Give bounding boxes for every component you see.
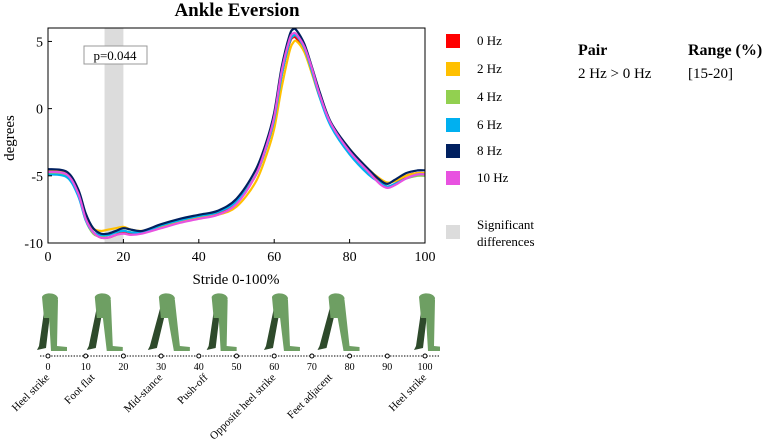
gait-axis-tick bbox=[120, 353, 126, 359]
gait-axis-tick bbox=[196, 353, 202, 359]
gait-axis-tick-label: 40 bbox=[194, 362, 204, 373]
front-leg bbox=[334, 300, 360, 351]
front-leg bbox=[425, 300, 440, 351]
x-tick-label: 80 bbox=[343, 250, 357, 265]
legend-label: 2 Hz bbox=[477, 61, 502, 76]
gait-event-label: Feet adjacent bbox=[285, 372, 335, 422]
legend-label: 10 Hz bbox=[477, 170, 509, 185]
y-tick-label: -5 bbox=[31, 170, 43, 185]
gait-figures bbox=[37, 293, 440, 351]
y-axis-label: degrees bbox=[2, 115, 18, 161]
legend-swatch bbox=[446, 144, 460, 158]
gait-event-label: Opposite heel strike bbox=[208, 372, 279, 439]
table-cell-range: [15-20] bbox=[688, 66, 733, 82]
gait-axis-tick-label: 70 bbox=[307, 362, 317, 373]
gait-axis-tick-label: 10 bbox=[81, 362, 91, 373]
p-value-text: p=0.044 bbox=[93, 48, 137, 63]
gait-event-label: Foot flat bbox=[62, 372, 97, 407]
gait-axis-tick bbox=[45, 353, 51, 359]
walking-figure-icon bbox=[263, 293, 300, 351]
gait-axis-tick bbox=[309, 353, 315, 359]
x-axis: 0 20 40 60 80 100 bbox=[45, 239, 436, 265]
legend-swatch-significance bbox=[446, 225, 460, 239]
gait-axis-tick-label: 80 bbox=[345, 362, 355, 373]
walking-figure-icon bbox=[414, 293, 440, 351]
gait-axis-tick-label: 0 bbox=[46, 362, 51, 373]
legend-label: 6 Hz bbox=[477, 117, 502, 132]
ankle-eversion-chart: 50-5-10 0 20 40 60 80 100 Ankle Eversion degr… bbox=[2, 0, 440, 439]
series-lines bbox=[47, 27, 426, 240]
x-tick-label: 100 bbox=[415, 250, 436, 265]
x-tick-label: 20 bbox=[116, 250, 130, 265]
significance-band bbox=[104, 28, 124, 243]
legend-label: 8 Hz bbox=[477, 143, 502, 158]
gait-event-label: Heel strike bbox=[10, 372, 52, 414]
gait-axis-tick bbox=[158, 353, 164, 359]
walking-figure-icon bbox=[37, 293, 67, 351]
walking-figure-icon bbox=[206, 293, 237, 351]
table-header-pair: Pair bbox=[578, 42, 608, 59]
legend-swatch bbox=[446, 171, 460, 185]
front-leg bbox=[164, 300, 190, 351]
gait-event-label: Mid-stance bbox=[122, 372, 166, 416]
gait-event-label: Push-off bbox=[175, 371, 210, 406]
legend-swatch bbox=[446, 90, 460, 104]
gait-axis-tick-label: 90 bbox=[382, 362, 392, 373]
y-tick-label: 5 bbox=[36, 35, 43, 50]
gait-axis-tick bbox=[347, 353, 353, 359]
legend-swatch bbox=[446, 34, 460, 48]
gait-axis-tick-label: 50 bbox=[232, 362, 242, 373]
x-tick-label: 0 bbox=[45, 250, 52, 265]
legend-label: 4 Hz bbox=[477, 89, 502, 104]
series-line bbox=[47, 27, 426, 236]
gait-axis-tick bbox=[234, 353, 239, 359]
legend-label-significance: Significant differences bbox=[477, 217, 535, 249]
gait-axis-tick-label: 30 bbox=[156, 362, 166, 373]
legend-swatch bbox=[446, 118, 460, 132]
gait-axis-tick bbox=[384, 353, 390, 359]
table-header-range: Range (%) bbox=[688, 42, 763, 59]
walking-figure-icon bbox=[147, 293, 190, 351]
gait-axis-tick-label: 100 bbox=[418, 362, 433, 373]
legend-swatch bbox=[446, 62, 460, 76]
walking-figure-icon bbox=[86, 293, 123, 351]
y-tick-label: -10 bbox=[24, 237, 43, 252]
legend-label: 0 Hz bbox=[477, 33, 502, 48]
table-cell-pair: 2 Hz > 0 Hz bbox=[578, 66, 652, 82]
gait-axis-tick bbox=[271, 353, 277, 359]
walking-figure-icon bbox=[317, 293, 360, 351]
front-leg bbox=[48, 300, 67, 351]
x-tick-label: 40 bbox=[192, 250, 206, 265]
gait-event-label: Heel strike bbox=[387, 372, 429, 414]
gait-axis-tick-label: 60 bbox=[269, 362, 279, 373]
plot-frame bbox=[47, 27, 426, 244]
front-leg bbox=[277, 300, 300, 351]
x-tick-label: 60 bbox=[267, 250, 281, 265]
y-tick-label: 0 bbox=[36, 103, 43, 118]
gait-axis-tick bbox=[422, 353, 428, 359]
x-axis-label: Stride 0-100% bbox=[192, 272, 279, 288]
gait-axis-tick-label: 20 bbox=[118, 362, 128, 373]
series-line bbox=[47, 31, 426, 240]
front-leg bbox=[217, 300, 237, 351]
y-axis: 5 0 -5 -10 bbox=[24, 35, 52, 252]
chart-title: Ankle Eversion bbox=[174, 0, 300, 21]
p-value-annotation: p=0.044 bbox=[83, 45, 148, 65]
gait-axis-tick bbox=[83, 353, 89, 359]
front-leg bbox=[100, 300, 123, 351]
